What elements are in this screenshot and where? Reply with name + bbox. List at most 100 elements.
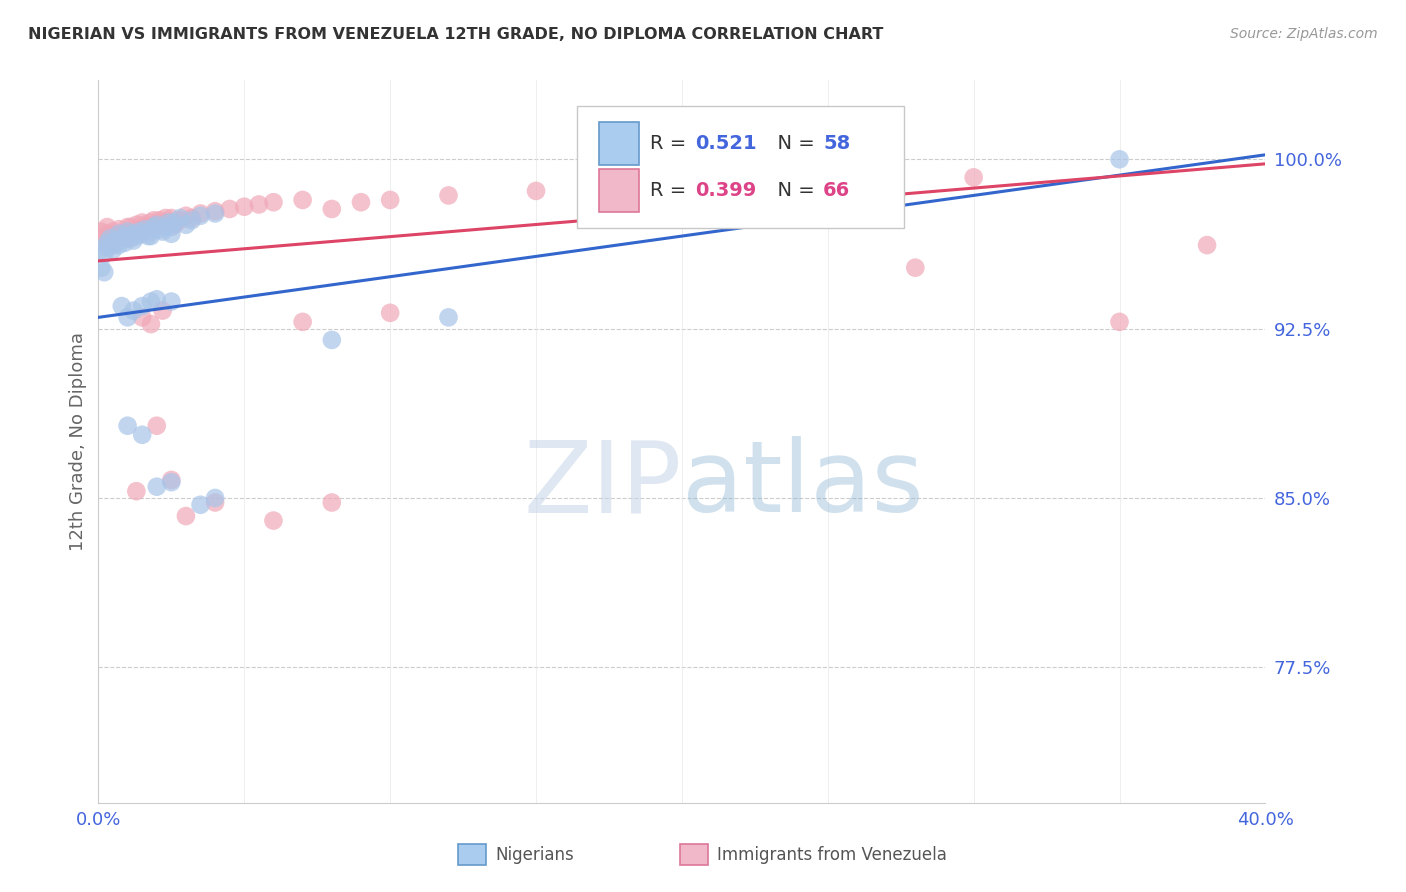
Point — [108, 222, 131, 236]
Point — [190, 206, 212, 220]
Point — [1195, 238, 1218, 252]
Point — [96, 227, 118, 241]
Point — [160, 475, 183, 490]
Point — [437, 310, 460, 325]
Point — [139, 225, 162, 239]
Point — [114, 231, 136, 245]
Point — [108, 238, 131, 252]
Point — [174, 209, 197, 223]
Point — [180, 213, 202, 227]
Text: Source: ZipAtlas.com: Source: ZipAtlas.com — [1230, 27, 1378, 41]
Text: atlas: atlas — [682, 436, 924, 533]
Point — [149, 222, 172, 236]
Point — [962, 170, 984, 185]
Point — [350, 195, 373, 210]
Point — [262, 514, 284, 528]
Point — [93, 231, 115, 245]
Point — [120, 231, 142, 245]
Point — [160, 294, 183, 309]
Point — [160, 220, 183, 235]
FancyBboxPatch shape — [679, 845, 707, 865]
Point — [125, 229, 148, 244]
Point — [104, 229, 127, 244]
Point — [117, 220, 139, 235]
Point — [90, 260, 112, 275]
Point — [117, 310, 139, 325]
Point — [204, 204, 226, 219]
Point — [190, 498, 212, 512]
Point — [96, 240, 118, 254]
Point — [125, 218, 148, 232]
Point — [108, 229, 131, 244]
Text: N =: N = — [765, 181, 821, 200]
Point — [128, 222, 150, 236]
Point — [122, 227, 145, 241]
Point — [262, 195, 284, 210]
Point — [1108, 153, 1130, 167]
Point — [90, 225, 112, 239]
Text: 66: 66 — [823, 181, 851, 200]
Point — [146, 218, 169, 232]
Point — [93, 265, 115, 279]
Point — [117, 229, 139, 244]
Point — [131, 215, 153, 229]
Point — [101, 238, 124, 252]
Point — [152, 303, 174, 318]
Point — [163, 218, 186, 232]
Text: Immigrants from Venezuela: Immigrants from Venezuela — [717, 846, 946, 863]
Point — [291, 193, 314, 207]
Point — [169, 213, 191, 227]
FancyBboxPatch shape — [599, 169, 638, 211]
Point — [190, 209, 212, 223]
Point — [146, 480, 169, 494]
Point — [114, 235, 136, 250]
Point — [157, 215, 180, 229]
Text: Nigerians: Nigerians — [495, 846, 574, 863]
Point — [101, 243, 124, 257]
Point — [321, 333, 343, 347]
Point — [174, 218, 197, 232]
Point — [139, 215, 162, 229]
Point — [131, 299, 153, 313]
FancyBboxPatch shape — [458, 845, 486, 865]
Point — [142, 213, 165, 227]
Point — [146, 218, 169, 232]
Point — [122, 234, 145, 248]
Point — [101, 235, 124, 250]
Point — [380, 306, 402, 320]
Point — [155, 220, 177, 235]
Point — [139, 317, 162, 331]
Point — [117, 225, 139, 239]
Text: N =: N = — [765, 134, 821, 153]
Point — [163, 215, 186, 229]
Point — [125, 484, 148, 499]
Point — [104, 235, 127, 250]
Point — [134, 218, 156, 232]
Point — [131, 427, 153, 442]
Point — [291, 315, 314, 329]
Point — [131, 227, 153, 241]
Text: ZIP: ZIP — [523, 436, 682, 533]
Text: 0.521: 0.521 — [695, 134, 756, 153]
Point — [204, 491, 226, 505]
Point — [96, 235, 118, 250]
FancyBboxPatch shape — [576, 105, 904, 228]
Point — [122, 303, 145, 318]
Point — [111, 299, 134, 313]
Point — [131, 225, 153, 239]
Point — [108, 227, 131, 241]
Point — [98, 229, 121, 244]
Point — [131, 310, 153, 325]
Point — [169, 211, 191, 225]
Point — [149, 213, 172, 227]
Y-axis label: 12th Grade, No Diploma: 12th Grade, No Diploma — [69, 332, 87, 551]
Point — [671, 179, 693, 194]
Point — [157, 215, 180, 229]
Text: NIGERIAN VS IMMIGRANTS FROM VENEZUELA 12TH GRADE, NO DIPLOMA CORRELATION CHART: NIGERIAN VS IMMIGRANTS FROM VENEZUELA 12… — [28, 27, 883, 42]
Point — [120, 220, 142, 235]
Point — [128, 225, 150, 239]
Point — [136, 220, 159, 235]
Point — [1108, 315, 1130, 329]
Point — [437, 188, 460, 202]
Point — [321, 495, 343, 509]
